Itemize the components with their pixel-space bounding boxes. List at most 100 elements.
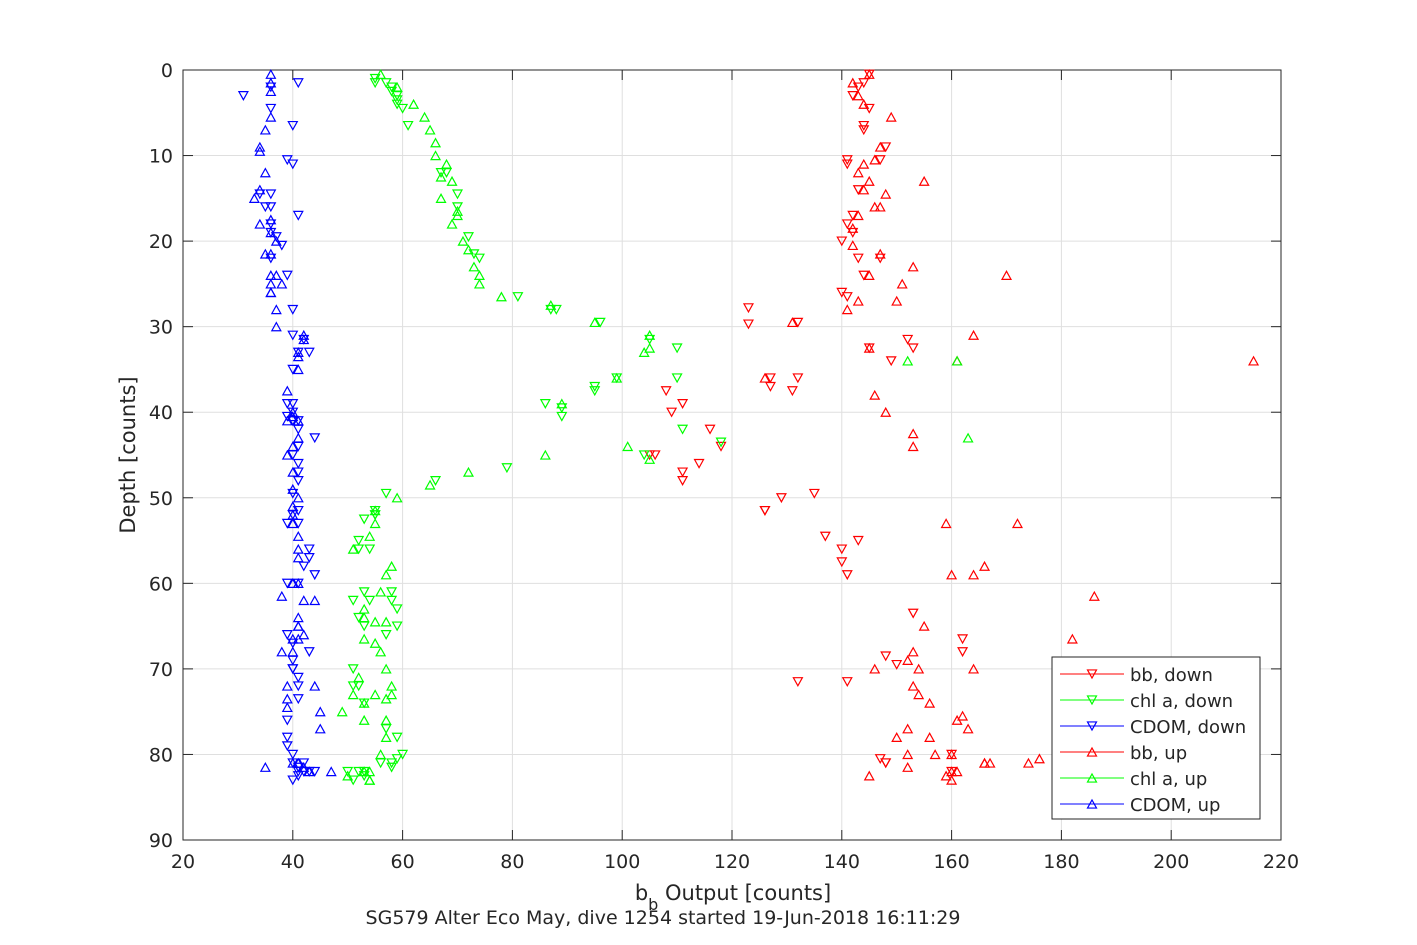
point-chl-a-up [375, 749, 387, 760]
point-chl-a-up [424, 479, 436, 490]
point-bb-down [852, 253, 864, 264]
point-chl-a-down [353, 612, 365, 623]
point-bb-down [819, 531, 831, 542]
point-chl-a-up [462, 466, 474, 477]
x-axis-ticks: 20 40 60 80 100 120 140 160 180 200 220 [171, 70, 1299, 873]
point-bb-up [918, 175, 930, 186]
point-cdom-up [292, 364, 304, 375]
point-cdom-up [309, 595, 321, 606]
point-bb-down [957, 634, 969, 645]
point-bb-down [792, 373, 804, 384]
point-cdom-down [281, 715, 293, 726]
point-cdom-down [287, 330, 299, 341]
y-tick-label: 80 [149, 744, 173, 766]
legend-item-cdom-down: CDOM, down [1060, 717, 1246, 738]
point-bb-up [907, 646, 919, 657]
point-bb-up [968, 663, 980, 674]
point-chl-a-up [473, 278, 485, 289]
point-cdom-up [270, 235, 282, 246]
x-tick-label: 140 [824, 851, 860, 873]
point-bb-down [759, 505, 771, 516]
point-chl-a-down [380, 488, 392, 499]
point-bb-up [874, 141, 886, 152]
point-chl-a-up [391, 492, 403, 503]
point-chl-a-up [391, 81, 403, 92]
point-chl-a-up [375, 586, 387, 597]
point-cdom-up [254, 145, 266, 156]
point-chl-a-down [391, 732, 403, 743]
point-chl-a-up [358, 633, 370, 644]
point-bb-up [913, 663, 925, 674]
point-chl-a-down [347, 595, 359, 606]
point-bb-down [764, 373, 776, 384]
point-cdom-up [259, 124, 271, 135]
point-cdom-down [287, 159, 299, 170]
point-chl-a-up [369, 689, 381, 700]
point-cdom-up [281, 385, 293, 396]
point-bb-down [666, 407, 678, 418]
point-bb-up [858, 184, 870, 195]
point-bb-down [902, 334, 914, 345]
point-cdom-up [276, 278, 288, 289]
point-cdom-up [281, 449, 293, 460]
point-cdom-up [281, 702, 293, 713]
point-bb-down [957, 647, 969, 658]
point-bb-down [874, 155, 886, 166]
x-tick-label: 80 [500, 851, 524, 873]
point-bb-up [863, 270, 875, 280]
point-chl-a-up [375, 646, 387, 657]
point-cdom-down [281, 155, 293, 166]
point-chl-a-up [358, 612, 370, 623]
point-cdom-up [292, 578, 304, 588]
point-bb-down [775, 493, 787, 504]
point-cdom-up [287, 441, 299, 452]
point-bb-up [863, 342, 875, 353]
point-chl-a-down [435, 168, 447, 178]
point-cdom-up [287, 757, 299, 768]
point-bb-down [847, 91, 859, 101]
point-cdom-up [287, 518, 299, 529]
point-cdom-down [303, 347, 315, 358]
point-cdom-down [259, 202, 271, 213]
point-chl-a-up [380, 663, 392, 674]
point-cdom-up [287, 646, 299, 657]
point-bb-down [715, 441, 727, 452]
point-bb-up [891, 732, 903, 742]
legend-marker [1086, 695, 1098, 706]
point-bb-up [759, 372, 771, 383]
legend-item-bb-up: bb, up [1060, 743, 1187, 764]
point-cdom-up [270, 304, 282, 315]
point-cdom-up [259, 167, 271, 178]
point-chl-a-up [358, 766, 370, 777]
point-bb-up [869, 201, 881, 212]
point-chl-a-up [462, 244, 474, 255]
point-bb-up [979, 757, 991, 768]
point-bb-down [836, 557, 848, 568]
point-chl-a-down [451, 189, 464, 200]
x-tick-label: 120 [714, 851, 750, 873]
point-bb-up [885, 111, 897, 122]
point-cdom-down [292, 694, 304, 705]
point-bb-down [852, 185, 864, 196]
series-bb-up [759, 68, 1260, 785]
y-axis-ticks: 0 10 20 30 40 50 60 70 80 90 [149, 60, 1281, 852]
point-cdom-up [298, 329, 310, 340]
point-bb-down [808, 488, 820, 499]
point-cdom-down [265, 202, 277, 213]
point-cdom-up [303, 766, 315, 777]
legend-marker [1086, 669, 1098, 680]
point-bb-up [907, 441, 919, 452]
point-chl-a-up [644, 329, 656, 340]
point-bb-up [984, 757, 996, 768]
point-bb-up [847, 222, 859, 233]
point-cdom-down [287, 775, 299, 786]
point-bb-up [880, 188, 892, 199]
point-cdom-up [287, 578, 299, 588]
point-chl-a-up [435, 171, 447, 182]
x-tick-label: 160 [933, 851, 969, 873]
point-chl-a-down [556, 411, 568, 422]
point-bb-up [891, 295, 903, 306]
point-cdom-up [276, 590, 288, 601]
point-chl-a-up [424, 124, 436, 135]
legend-marker [1086, 746, 1098, 757]
